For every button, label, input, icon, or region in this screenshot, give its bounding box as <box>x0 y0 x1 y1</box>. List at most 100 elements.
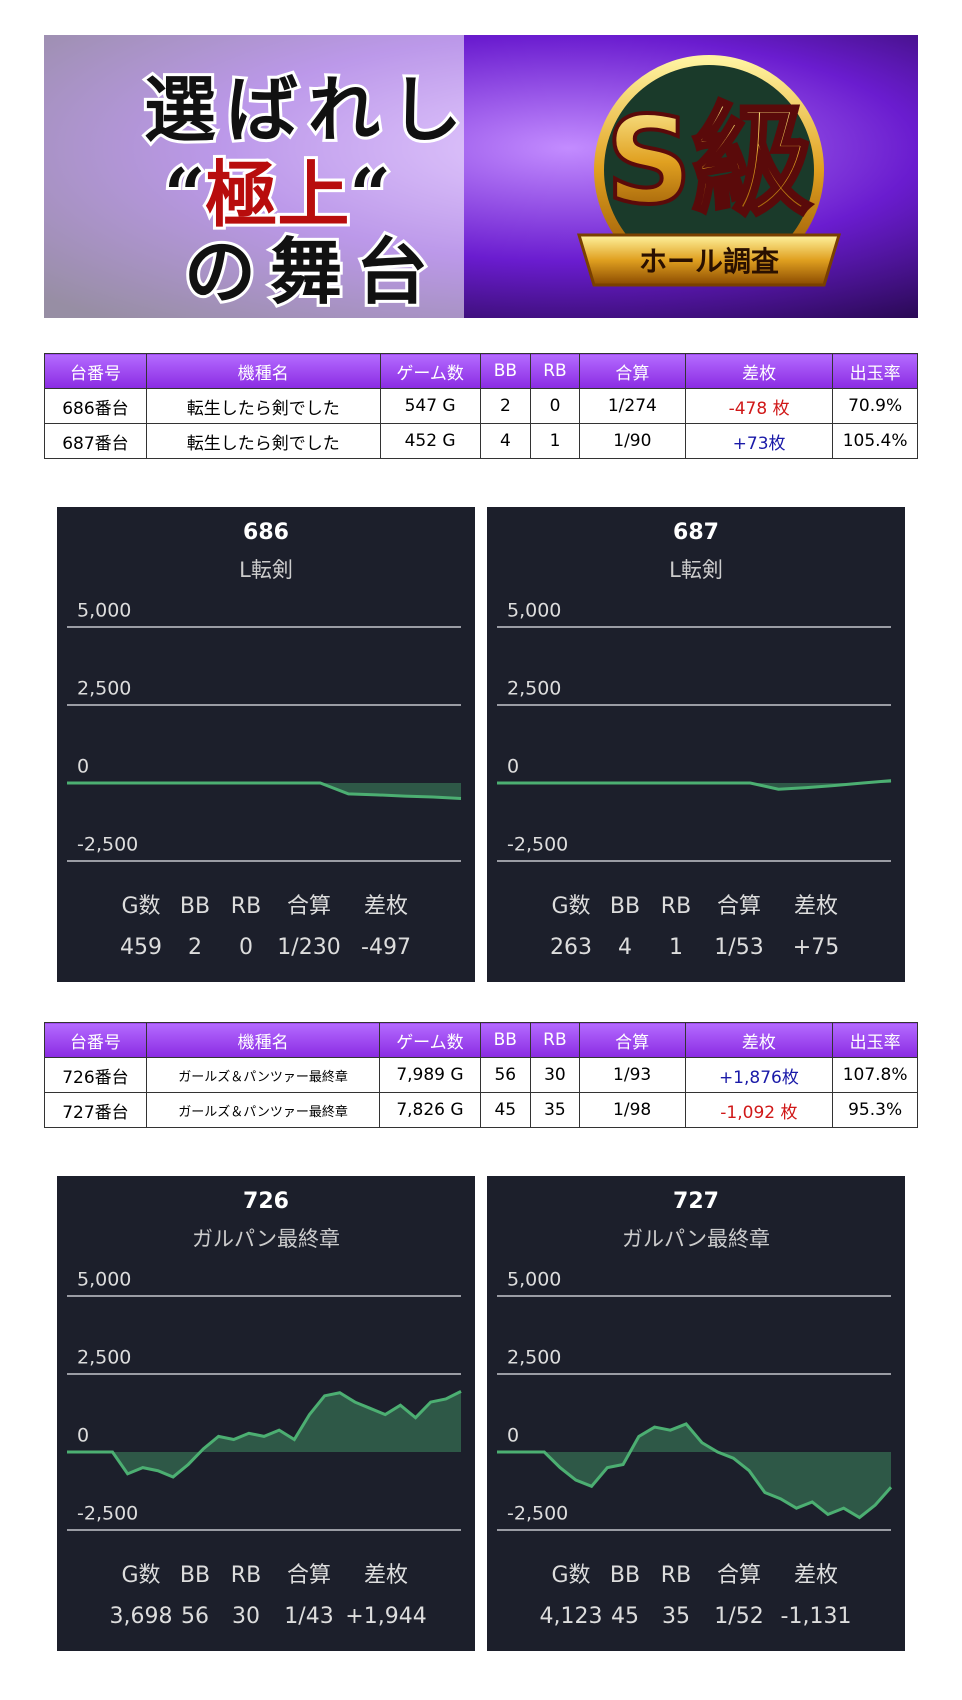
table-cell: 7,989 G <box>379 1057 481 1093</box>
table-cell: 687番台 <box>44 423 147 459</box>
stat-value: -1,131 <box>781 1604 852 1629</box>
header-cell: 台番号 <box>44 1022 147 1058</box>
table-cell: 転生したら剣でした <box>145 423 381 459</box>
data-table: 台番号 機種名 ゲーム数 BB RB 合算 差枚 出玉率 686番台 転生したら剣でした 547 G… <box>44 353 918 459</box>
y-tick-label: 2,500 <box>77 678 131 700</box>
header-cell: 合算 <box>578 1022 686 1058</box>
stat-label: 差枚 <box>364 1563 408 1588</box>
stat-label: RB <box>661 1563 691 1588</box>
stat-value: 4 <box>618 935 632 960</box>
y-tick-label: 0 <box>507 1425 519 1447</box>
banner-haze <box>44 35 464 318</box>
table-cell: 2 <box>479 388 532 424</box>
stat-label: 合算 <box>287 1563 331 1588</box>
table-cell: 45 <box>479 1092 532 1128</box>
stat-value: 1/43 <box>284 1604 333 1629</box>
chart-subtitle: L転剣 <box>239 558 293 582</box>
stat-label: G数 <box>551 894 590 919</box>
stat-label: RB <box>231 894 261 919</box>
quote: “ <box>349 152 390 237</box>
line <box>67 1390 462 1479</box>
table-cell: 726番台 <box>44 1057 147 1093</box>
table-cell: 1/98 <box>578 1092 686 1128</box>
table-cell: 70.9% <box>832 388 918 424</box>
table-cell: ガールズ＆パンツァー最終章 <box>145 1057 381 1093</box>
banner-line2: “極上“ <box>164 152 391 237</box>
y-tick-label: 5,000 <box>507 600 561 622</box>
y-tick-label: -2,500 <box>507 1503 568 1525</box>
stat-value: 45 <box>611 1604 639 1629</box>
table-cell: 転生したら剣でした <box>145 388 381 424</box>
table-cell: 452 G <box>379 423 481 459</box>
table-cell: 107.8% <box>832 1057 918 1093</box>
header-cell: 機種名 <box>145 353 381 389</box>
data-table: 台番号 機種名 ゲーム数 BB RB 合算 差枚 出玉率 726番台 ガールズ＆パンツァー最終章 7… <box>44 1022 918 1128</box>
header-cell: RB <box>530 1022 580 1058</box>
line <box>497 779 892 791</box>
stat-value: 1/53 <box>714 935 763 960</box>
stat-label: 差枚 <box>794 1563 838 1588</box>
header-cell: BB <box>479 1022 532 1058</box>
header-cell: 合算 <box>578 353 686 389</box>
table-cell: 7,826 G <box>379 1092 481 1128</box>
chart-panel: 727 ガルパン最終章 5,000 2,500 0 -2,500 G数 4,123 BB 45 RB… <box>487 1176 905 1651</box>
stat-label: 差枚 <box>794 894 838 919</box>
stat-label: G数 <box>551 1563 590 1588</box>
table-cell: +73枚 <box>684 423 834 459</box>
stat-label: RB <box>231 1563 261 1588</box>
chart-subtitle: ガルパン最終章 <box>622 1227 770 1251</box>
table-row: 686番台 転生したら剣でした 547 G 2 0 1/274 -478 枚 70.9% <box>44 388 918 424</box>
stat-value: 459 <box>120 935 162 960</box>
y-tick-label: 5,000 <box>507 1269 561 1291</box>
header-cell: BB <box>479 353 532 389</box>
header-cell: 台番号 <box>44 353 147 389</box>
chart-panel: 686 L転剣 5,000 2,500 0 -2,500 G数 459 BB 2 RB 0 合算 1/23… <box>57 507 475 982</box>
area <box>67 783 461 799</box>
stat-label: 合算 <box>717 1563 761 1588</box>
table-cell: -478 枚 <box>684 388 834 424</box>
chart-title: 726 <box>243 1189 289 1214</box>
table-cell: 105.4% <box>832 423 918 459</box>
stat-value: 4,123 <box>540 1604 603 1629</box>
chart-panel: 687 L転剣 5,000 2,500 0 -2,500 G数 263 BB 4 RB 1 合算 1/53… <box>487 507 905 982</box>
table-cell: 547 G <box>379 388 481 424</box>
banner: 選ばれし “極上“ の舞台 S級 ホール調査 <box>44 35 918 318</box>
stat-label: RB <box>661 894 691 919</box>
table-cell: 727番台 <box>44 1092 147 1128</box>
ribbon <box>576 233 842 287</box>
y-tick-label: 0 <box>507 756 519 778</box>
chart-title: 687 <box>673 520 719 545</box>
table-cell: ガールズ＆パンツァー最終章 <box>145 1092 381 1128</box>
table-cell: 1/93 <box>578 1057 686 1093</box>
chart-subtitle: ガルパン最終章 <box>192 1227 340 1251</box>
header-cell: ゲーム数 <box>379 1022 481 1058</box>
stat-value: 35 <box>662 1604 690 1629</box>
stat-value: 2 <box>188 935 202 960</box>
stat-value: 30 <box>232 1604 260 1629</box>
header-cell: 差枚 <box>684 1022 834 1058</box>
line <box>67 781 462 801</box>
stat-label: 合算 <box>287 894 331 919</box>
stat-label: BB <box>610 894 640 919</box>
table-cell: 1/274 <box>578 388 686 424</box>
stat-value: 1/52 <box>714 1604 763 1629</box>
stat-value: +75 <box>793 935 839 960</box>
y-tick-label: 0 <box>77 756 89 778</box>
stat-value: -497 <box>361 935 411 960</box>
header-row: 台番号 機種名 ゲーム数 BB RB 合算 差枚 出玉率 <box>44 1022 918 1058</box>
stat-label: 合算 <box>717 894 761 919</box>
y-tick-label: 2,500 <box>507 1347 561 1369</box>
header-cell: 差枚 <box>684 353 834 389</box>
header-cell: 出玉率 <box>832 353 918 389</box>
stat-value: 1 <box>669 935 683 960</box>
y-tick-label: 0 <box>77 1425 89 1447</box>
y-tick-label: -2,500 <box>77 834 138 856</box>
chart-title: 686 <box>243 520 289 545</box>
table-cell: 95.3% <box>832 1092 918 1128</box>
table-cell: +1,876枚 <box>684 1057 834 1093</box>
y-tick-label: 2,500 <box>507 678 561 700</box>
table-cell: 4 <box>479 423 532 459</box>
badge-sub: ホール調査 <box>639 245 779 278</box>
y-tick-label: 5,000 <box>77 600 131 622</box>
emphasis: 極上 <box>205 152 349 237</box>
